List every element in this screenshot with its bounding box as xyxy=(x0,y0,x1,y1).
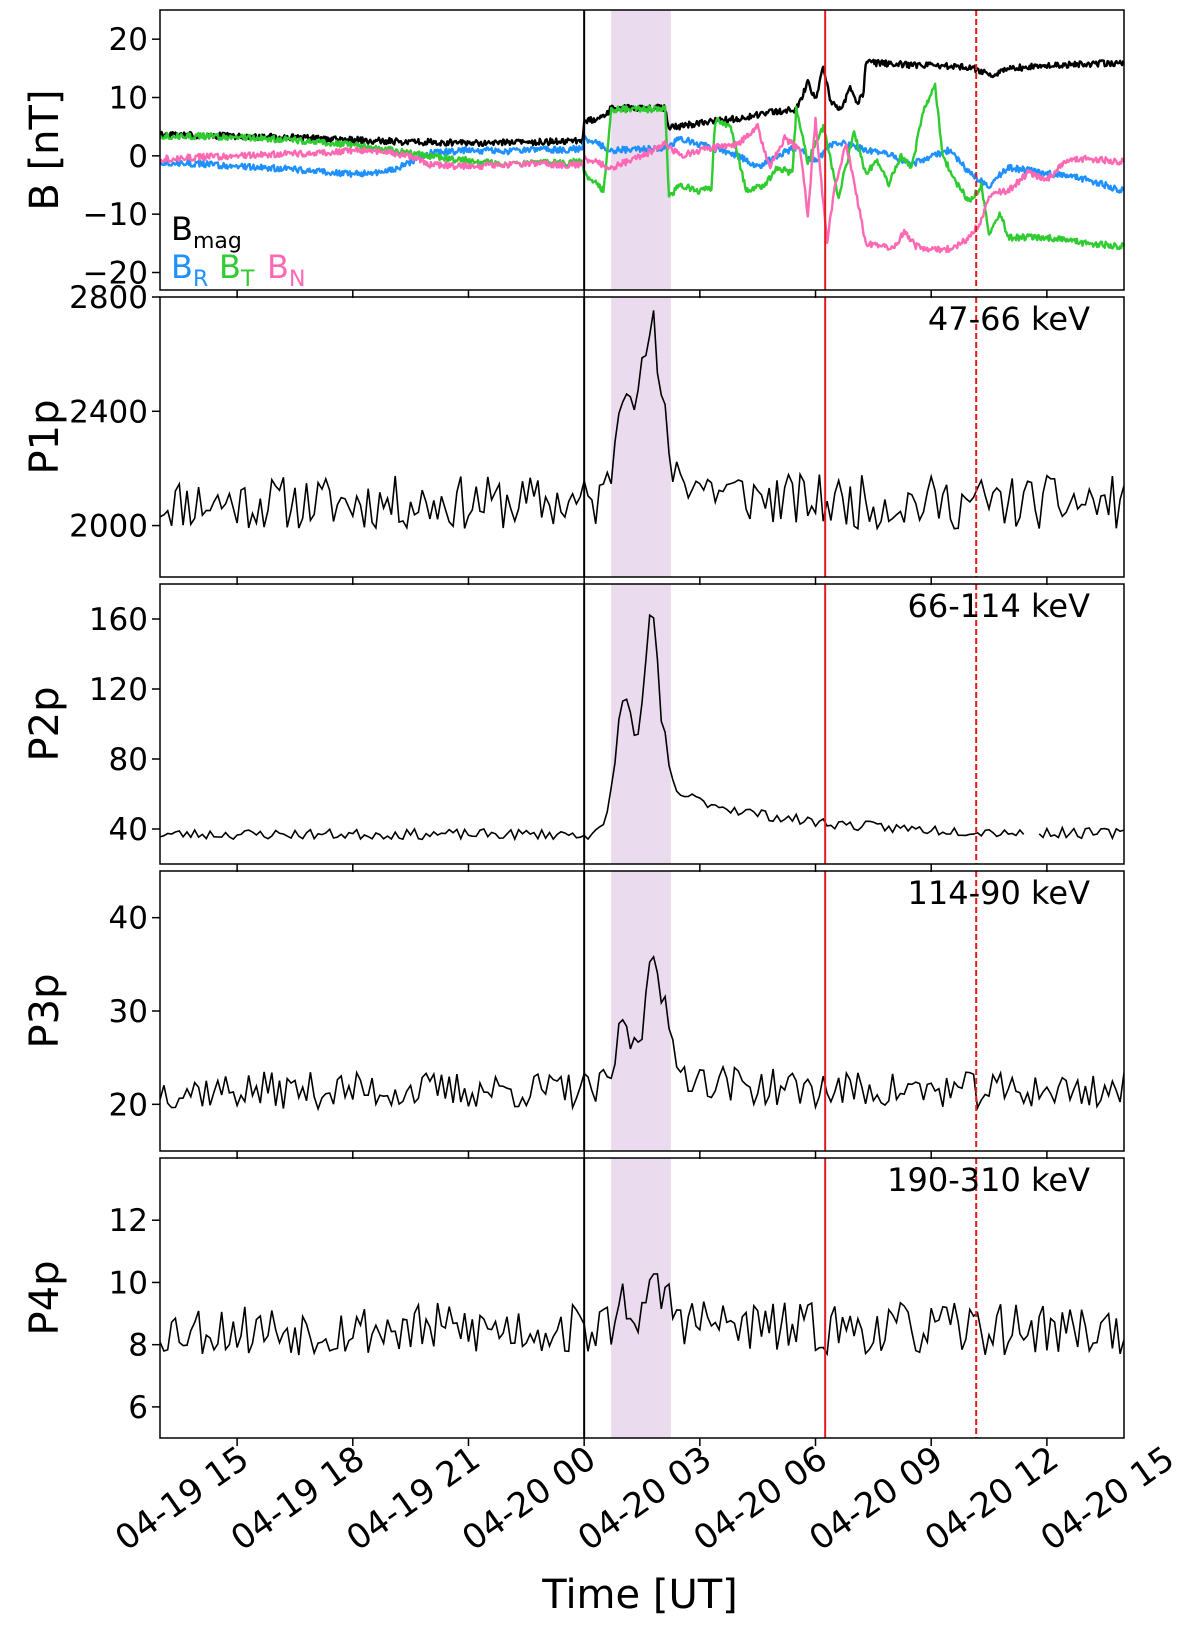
x-tick-label: 04-20 15 xyxy=(1034,1439,1182,1559)
series-line xyxy=(160,954,1124,1112)
data-lines xyxy=(160,58,1124,254)
y-tick-label: 2000 xyxy=(69,509,148,545)
y-tick-label: 160 xyxy=(89,602,148,638)
series-line xyxy=(1038,825,1124,841)
panel-frame xyxy=(159,296,1125,578)
data-lines xyxy=(160,954,1124,1112)
x-axis-title: Time [UT] xyxy=(541,1572,738,1618)
series-Bmag xyxy=(160,58,1124,148)
y-tick-label: −20 xyxy=(83,256,148,292)
series-line xyxy=(160,1273,1124,1357)
y-tick-label: 30 xyxy=(109,994,148,1030)
legend-entry: Bmag xyxy=(171,210,242,254)
panel-2: 2000 2400 2800 P1p 47-66 keV xyxy=(22,280,1125,585)
y-tick-label: 80 xyxy=(109,742,148,778)
y-tick-label: 120 xyxy=(89,672,148,708)
y-tick-label: 0 xyxy=(128,139,148,175)
series-BN xyxy=(160,116,1124,254)
series-line xyxy=(160,613,1025,842)
y-tick-label: 2800 xyxy=(69,280,148,316)
data-lines xyxy=(160,1273,1124,1357)
data-lines xyxy=(160,613,1124,842)
y-tick-label: 20 xyxy=(109,22,148,58)
energy-channel-label: 190-310 keV xyxy=(887,1161,1090,1199)
y-axis-title: P4p xyxy=(22,1261,68,1336)
y-tick-label: −10 xyxy=(83,197,148,233)
legend-entry: BR xyxy=(171,248,208,292)
shaded-interval xyxy=(611,584,671,864)
shaded-interval xyxy=(611,871,671,1151)
legend-entry: BN xyxy=(267,248,305,292)
series-BR xyxy=(160,134,1124,194)
energy-channel-label: 47-66 keV xyxy=(928,300,1090,338)
panel-frame xyxy=(159,9,1125,291)
panel-5: 6 8 10 12 P4p 190-310 keV xyxy=(22,1157,1125,1446)
energy-channel-label: 66-114 keV xyxy=(908,587,1091,625)
y-tick-label: 10 xyxy=(109,1265,148,1301)
y-axis-title: P2p xyxy=(22,687,68,762)
y-tick-label: 20 xyxy=(109,1087,148,1123)
panel-4: 20 30 40 P3p 114-90 keV xyxy=(22,870,1125,1159)
legend-entry: BT xyxy=(219,248,255,292)
y-tick-label: 10 xyxy=(109,81,148,117)
y-tick-label: 40 xyxy=(109,901,148,937)
energy-channel-label: 114-90 keV xyxy=(908,874,1091,912)
y-axis-title: B [nT] xyxy=(22,89,68,210)
y-tick-label: 12 xyxy=(109,1203,148,1239)
shaded-interval xyxy=(611,1158,671,1438)
panel-frame xyxy=(159,583,1125,865)
panel-3: 40 80 120 160 P2p 66-114 keV xyxy=(22,583,1125,872)
shaded-interval xyxy=(611,297,671,577)
y-axis-title: P1p xyxy=(22,400,68,475)
y-tick-label: 6 xyxy=(128,1390,148,1426)
series-line xyxy=(160,310,1124,531)
data-lines xyxy=(160,310,1124,531)
panel-frame xyxy=(159,1157,1125,1439)
y-axis-title: P3p xyxy=(22,974,68,1049)
y-tick-label: 2400 xyxy=(69,394,148,430)
y-tick-label: 8 xyxy=(128,1328,148,1364)
series-BT xyxy=(160,82,1124,251)
y-tick-label: 40 xyxy=(109,812,148,848)
